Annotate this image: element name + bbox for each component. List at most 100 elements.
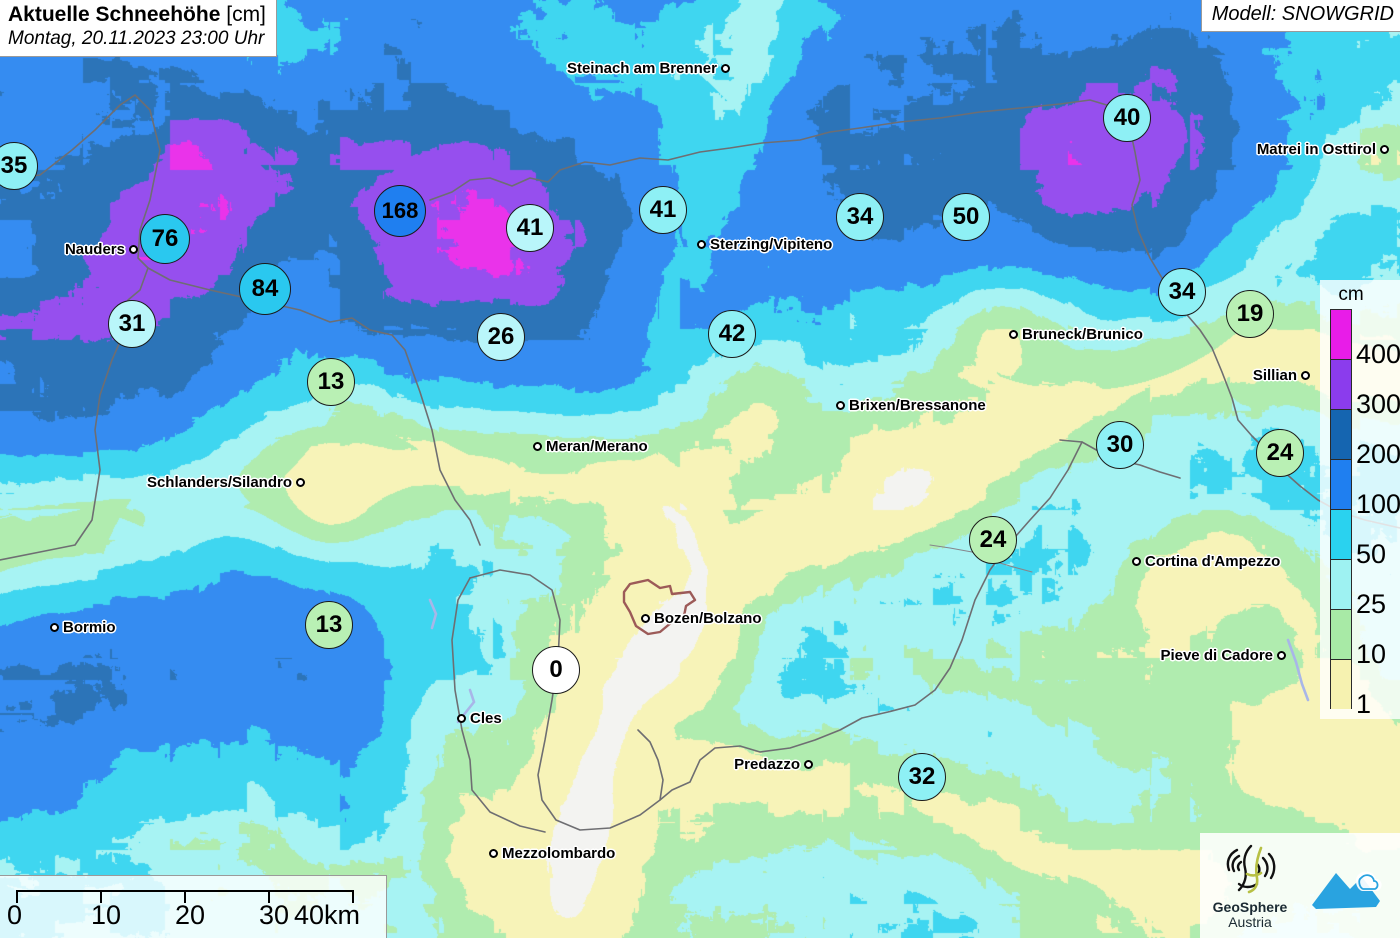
legend-band-400 — [1330, 309, 1352, 359]
legend-label-1: 1 — [1356, 689, 1372, 719]
legend-label-25: 25 — [1356, 589, 1387, 619]
city-marker[interactable]: Bormio — [50, 619, 116, 636]
station-marker[interactable]: 42 — [708, 310, 756, 358]
station-marker[interactable]: 41 — [506, 204, 554, 252]
station-value: 30 — [1106, 431, 1134, 458]
station-marker[interactable]: 24 — [1256, 429, 1304, 477]
station-marker[interactable]: 13 — [305, 601, 353, 649]
legend-color-bar: 400 300 200 100 50 25 10 1 — [1330, 309, 1400, 718]
scale-tick — [184, 890, 186, 903]
city-dot-icon — [533, 442, 542, 451]
scale-label-2: 20 — [175, 900, 206, 930]
logo-box: GeoSphere Austria — [1200, 833, 1400, 938]
station-marker[interactable]: 34 — [1158, 268, 1206, 316]
legend-band-10 — [1330, 609, 1352, 659]
model-label: Modell: SNOWGRID — [1211, 3, 1394, 25]
legend-band-1 — [1330, 659, 1352, 709]
scale-tick — [16, 890, 18, 903]
station-value: 76 — [151, 225, 179, 252]
timestamp: Montag, 20.11.2023 23:00 Uhr — [8, 28, 265, 50]
city-marker[interactable]: Cortina d'Ampezzo — [1132, 553, 1280, 570]
station-value: 0 — [549, 656, 563, 683]
scale-tick — [100, 890, 102, 903]
station-marker[interactable]: 0 — [532, 646, 580, 694]
city-dot-icon — [697, 240, 706, 249]
station-value: 50 — [952, 203, 980, 230]
station-marker[interactable]: 84 — [239, 263, 291, 315]
mountain-cloud-icon — [1312, 871, 1382, 909]
station-marker[interactable]: 76 — [140, 214, 190, 264]
station-marker[interactable]: 35 — [0, 142, 38, 190]
city-dot-icon — [1380, 145, 1389, 154]
station-marker[interactable]: 41 — [639, 186, 687, 234]
city-dot-icon — [489, 849, 498, 858]
station-value: 24 — [979, 526, 1007, 553]
legend-label-200: 200 — [1356, 439, 1400, 469]
station-marker[interactable]: 168 — [374, 185, 426, 237]
geosphere-country: Austria — [1228, 914, 1272, 931]
station-marker[interactable]: 50 — [942, 193, 990, 241]
station-value: 26 — [487, 323, 515, 350]
city-dot-icon — [641, 614, 650, 623]
station-marker[interactable]: 24 — [969, 516, 1017, 564]
station-marker[interactable]: 34 — [836, 193, 884, 241]
legend-band-25 — [1330, 559, 1352, 609]
city-marker[interactable]: Pieve di Cadore — [1160, 647, 1286, 664]
station-value: 31 — [118, 310, 146, 337]
station-marker[interactable]: 30 — [1096, 421, 1144, 469]
city-marker[interactable]: Predazzo — [734, 756, 813, 773]
station-marker[interactable]: 31 — [108, 300, 156, 348]
station-marker[interactable]: 19 — [1226, 290, 1274, 338]
city-marker[interactable]: Schlanders/Silandro — [147, 474, 305, 491]
city-dot-icon — [836, 401, 845, 410]
city-dot-icon — [50, 623, 59, 632]
scale-bar-labels: 0 10 20 30 40km — [0, 902, 386, 936]
title-box: Aktuelle Schneehöhe [cm] Montag, 20.11.2… — [0, 0, 277, 57]
station-value: 13 — [317, 368, 345, 395]
city-marker[interactable]: Nauders — [65, 241, 138, 258]
legend-label-400: 400 — [1356, 339, 1400, 369]
city-marker[interactable]: Sterzing/Vipiteno — [697, 236, 832, 253]
scale-label-3: 30 — [259, 900, 290, 930]
legend-band-50 — [1330, 509, 1352, 559]
city-dot-icon — [1009, 330, 1018, 339]
scale-bar: 0 10 20 30 40km — [0, 875, 387, 938]
legend-label-300: 300 — [1356, 389, 1400, 419]
city-marker[interactable]: Steinach am Brenner — [567, 60, 730, 77]
city-marker[interactable]: Matrei in Osttirol — [1257, 141, 1389, 158]
city-marker[interactable]: Bruneck/Brunico — [1009, 326, 1143, 343]
station-value: 41 — [649, 196, 677, 223]
station-value: 13 — [315, 611, 343, 638]
city-marker[interactable]: Mezzolombardo — [489, 845, 615, 862]
station-marker[interactable]: 26 — [477, 313, 525, 361]
city-marker[interactable]: Meran/Merano — [533, 438, 648, 455]
city-label: Sterzing/Vipiteno — [710, 236, 833, 253]
city-label: Cles — [470, 710, 502, 727]
station-value: 24 — [1266, 439, 1294, 466]
city-marker[interactable]: Bozen/Bolzano — [641, 610, 762, 627]
city-label: Bozen/Bolzano — [654, 610, 762, 627]
station-marker[interactable]: 13 — [307, 358, 355, 406]
city-label: Nauders — [64, 241, 125, 258]
color-legend: cm 400 300 200 100 50 25 10 1 — [1320, 280, 1400, 719]
scale-bar-rule — [16, 890, 354, 904]
city-label: Brixen/Bressanone — [849, 397, 986, 414]
geosphere-logo: GeoSphere Austria — [1200, 836, 1300, 936]
city-label: Sillian — [1252, 367, 1297, 384]
city-dot-icon — [1301, 371, 1310, 380]
city-marker[interactable]: Brixen/Bressanone — [836, 397, 986, 414]
city-label: Matrei in Osttirol — [1256, 141, 1376, 158]
legend-unit-label: cm — [1338, 284, 1364, 305]
city-marker[interactable]: Sillian — [1253, 367, 1310, 384]
scale-label-0: 0 — [7, 900, 23, 930]
city-label: Pieve di Cadore — [1160, 647, 1273, 664]
station-value: 32 — [908, 763, 936, 790]
city-dot-icon — [804, 760, 813, 769]
city-label: Meran/Merano — [546, 438, 648, 455]
station-marker[interactable]: 32 — [898, 753, 946, 801]
station-value: 84 — [251, 275, 279, 302]
city-marker[interactable]: Cles — [457, 710, 502, 727]
station-marker[interactable]: 40 — [1103, 94, 1151, 142]
legend-label-100: 100 — [1356, 489, 1400, 519]
